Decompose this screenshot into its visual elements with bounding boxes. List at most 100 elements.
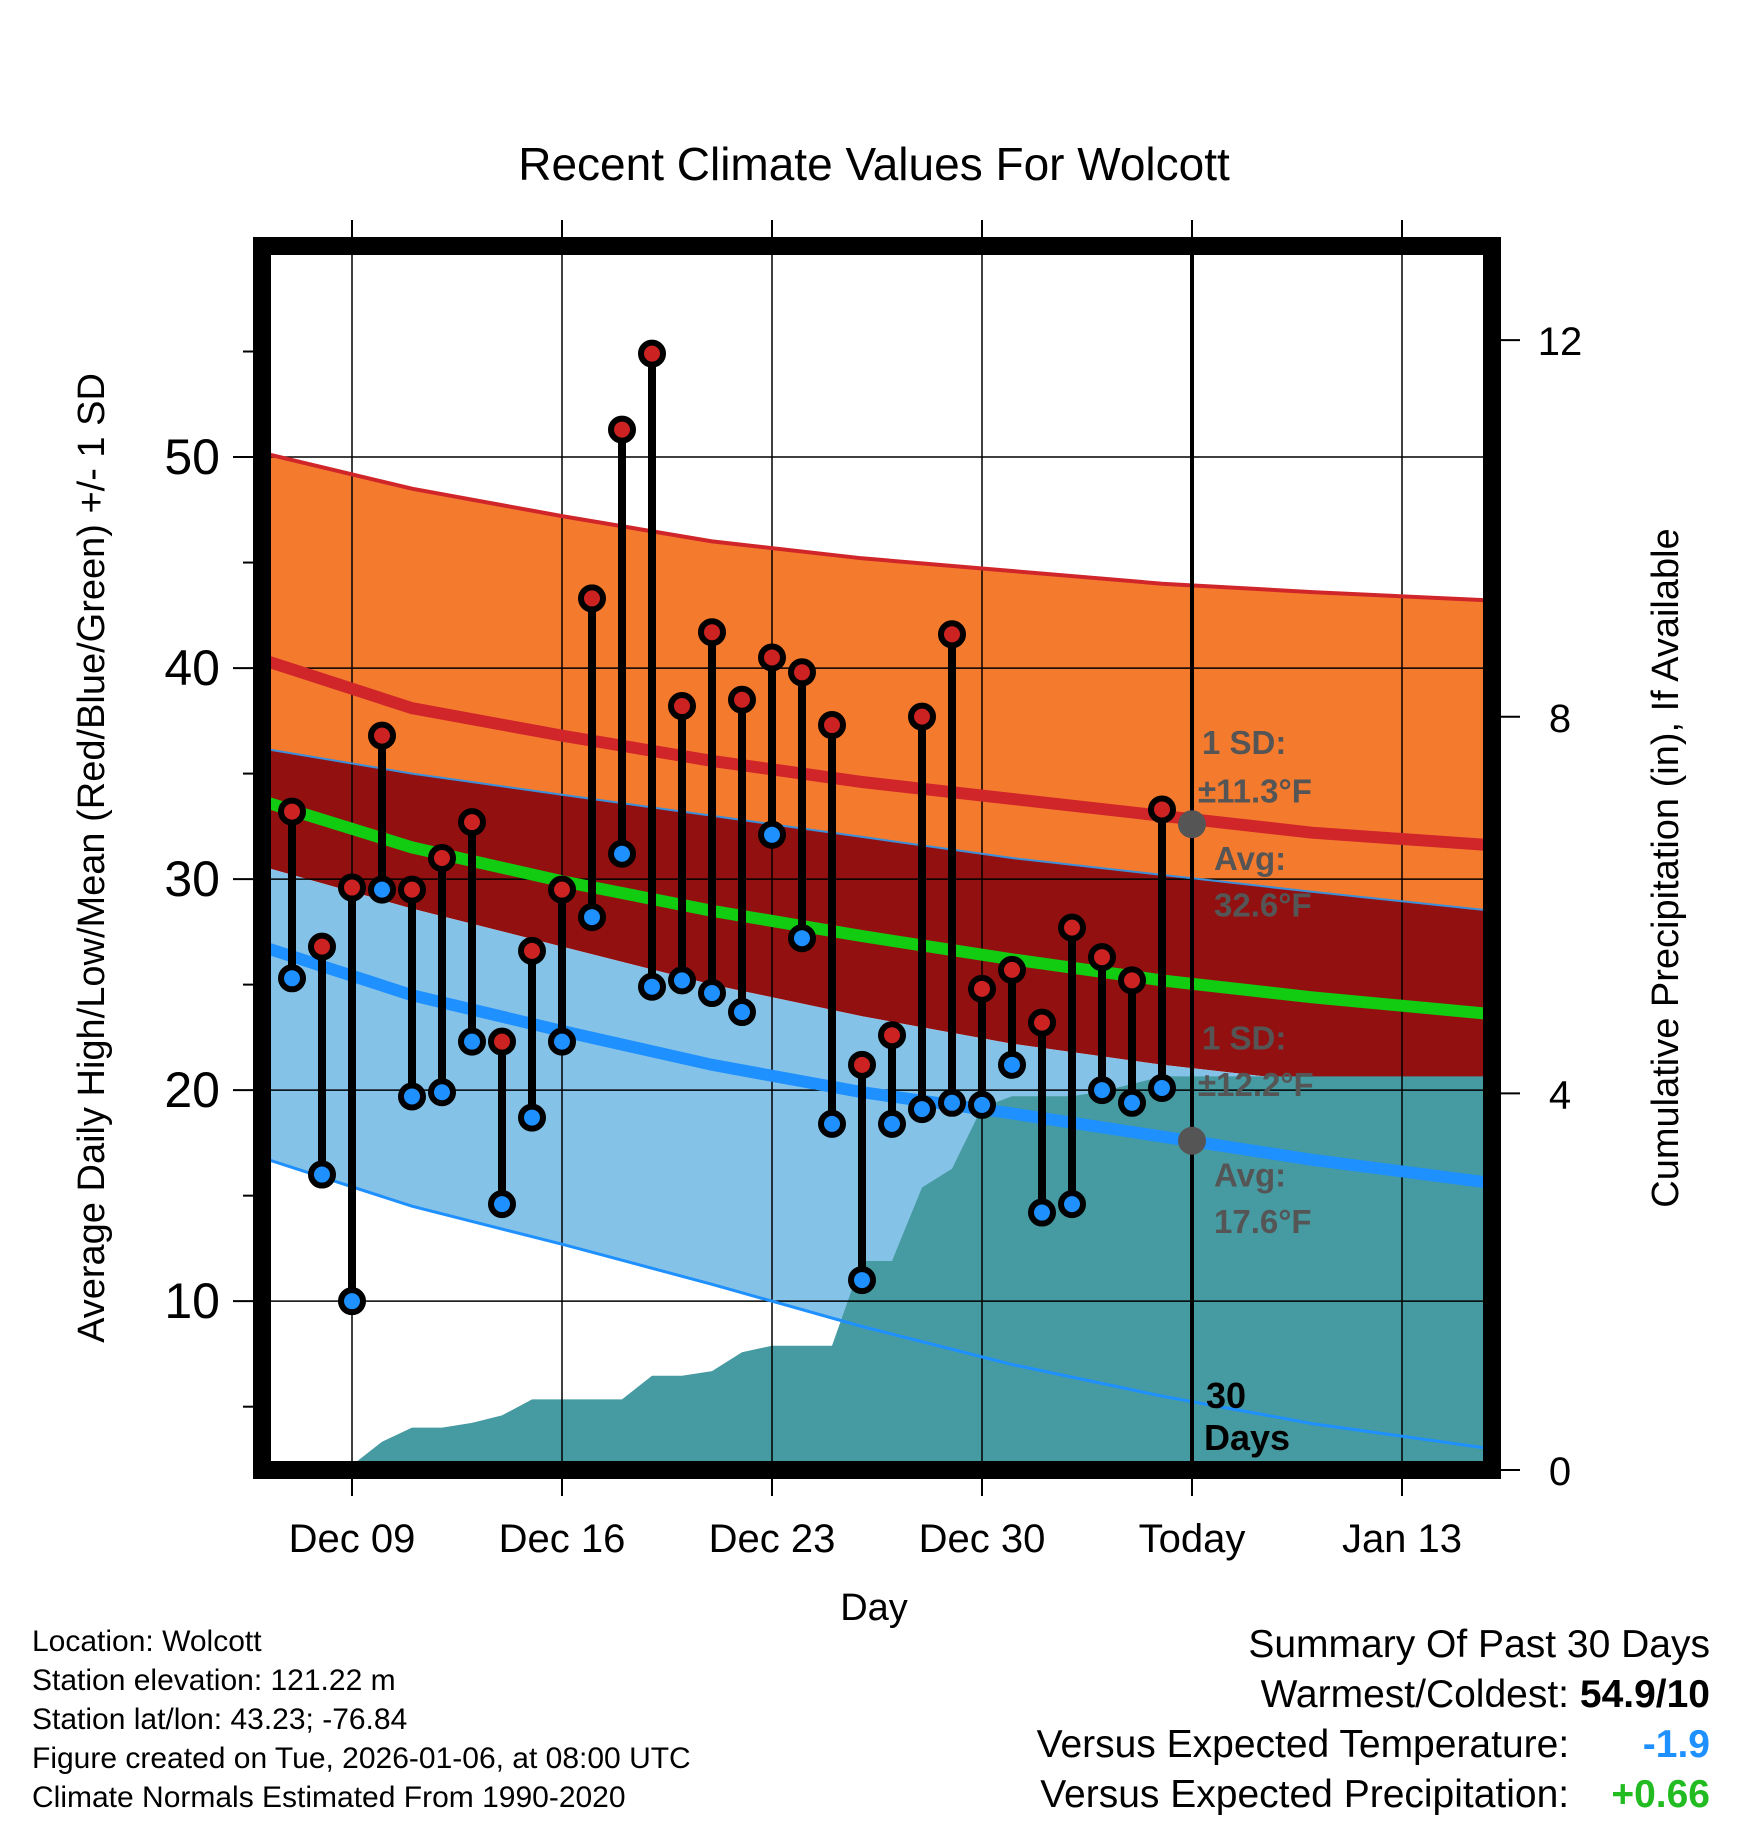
y-axis-left: 10 20 30 40 50 [164, 350, 253, 1408]
location-text: Location: Wolcott [32, 1625, 262, 1658]
mean-upper-line [262, 747, 1492, 912]
low-point [758, 820, 786, 849]
high-sd-band [262, 452, 1492, 911]
high-point [1028, 1008, 1056, 1037]
high-point [998, 955, 1026, 984]
high-point [608, 415, 636, 444]
x-tick-label: Dec 30 [919, 1517, 1046, 1561]
high-sd-label: 1 SD: [1202, 724, 1286, 761]
temp-value: -1.9 [1642, 1723, 1710, 1766]
warmest-label: Warmest/Coldest: [1260, 1673, 1570, 1716]
y-tick-label-left: 30 [164, 851, 220, 907]
high-point [698, 618, 726, 647]
grid-lines [262, 246, 1492, 1470]
today-low-avg-marker [1178, 1126, 1206, 1155]
y-tick-label-right: 12 [1538, 320, 1583, 364]
warmest-value: 54.9/10 [1579, 1673, 1710, 1716]
high-sd-value: ±11.3°F [1198, 772, 1312, 809]
summary-precip-row: Versus Expected Precipitation: +0.66 [1037, 1770, 1710, 1820]
low-point [998, 1050, 1026, 1079]
low-point [818, 1109, 846, 1138]
low-point [1148, 1074, 1176, 1103]
high-avg-value: 32.6°F [1214, 886, 1312, 923]
chart-title: Recent Climate Values For Wolcott [518, 138, 1230, 190]
y-axis-right-label: Cumulative Precipitation (in), If Availa… [1645, 528, 1687, 1207]
low-point [878, 1109, 906, 1138]
low-point [608, 839, 636, 868]
high-point [368, 721, 396, 750]
x-axis-label: Day [840, 1587, 908, 1629]
x-tick-label: Jan 13 [1342, 1517, 1462, 1561]
low-point [938, 1088, 966, 1117]
low-point [788, 924, 816, 953]
x-tick-label: Today [1139, 1517, 1246, 1561]
low-point [488, 1190, 516, 1219]
precip-value: +0.66 [1611, 1773, 1710, 1816]
y-tick-label-left: 20 [164, 1062, 220, 1118]
high-point [1058, 913, 1086, 942]
high-point [1118, 966, 1146, 995]
high-point [938, 620, 966, 649]
low-point [458, 1027, 486, 1056]
low-point [1118, 1088, 1146, 1117]
high-point [1088, 943, 1116, 972]
low-point [278, 964, 306, 993]
low-sd-value: ±12.2°F [1198, 1066, 1314, 1103]
low-avg-label: Avg: [1214, 1157, 1286, 1194]
low-point [578, 903, 606, 932]
days-word: Days [1204, 1417, 1290, 1458]
high-point [578, 584, 606, 613]
mean-sd-band [262, 748, 1492, 1091]
mean-avg-line [262, 795, 1492, 1021]
high-point [338, 873, 366, 902]
high-point [278, 797, 306, 826]
low-lower-line [262, 1156, 1492, 1451]
high-point [518, 936, 546, 965]
y-tick-label-left: 40 [164, 640, 220, 696]
y-axis-right: 0 4 8 12 [1501, 320, 1582, 1494]
days-count: 30 [1206, 1375, 1246, 1416]
low-sd-label: 1 SD: [1202, 1019, 1286, 1056]
high-avg-line [262, 653, 1492, 852]
created-text: Figure created on Tue, 2026-01-06, at 08… [32, 1742, 691, 1775]
high-point [728, 685, 756, 714]
high-point [488, 1027, 516, 1056]
station-info: Location: Wolcott Station elevation: 121… [32, 1622, 691, 1817]
high-point [848, 1050, 876, 1079]
plot-annotations: 1 SD: ±11.3°F Avg: 32.6°F 1 SD: ±12.2°F … [1178, 724, 1314, 1240]
low-point [428, 1078, 456, 1107]
low-point [398, 1082, 426, 1111]
daily-marks [278, 339, 1176, 1316]
x-axis: Dec 09 Dec 16 Dec 23 Dec 30 Today Jan 13 [289, 220, 1462, 1561]
low-point [1088, 1076, 1116, 1105]
low-point [1028, 1198, 1056, 1227]
y-tick-label-left: 50 [164, 429, 220, 485]
high-point [458, 808, 486, 837]
low-point [368, 875, 396, 904]
high-point [878, 1021, 906, 1050]
summary-warmest-row: Warmest/Coldest: 54.9/10 [1037, 1670, 1710, 1720]
high-point [308, 932, 336, 961]
x-tick-label: Dec 23 [709, 1517, 836, 1561]
low-point [728, 998, 756, 1027]
low-point [548, 1027, 576, 1056]
low-point [908, 1095, 936, 1124]
high-point [818, 711, 846, 740]
low-point [848, 1266, 876, 1295]
high-point [428, 844, 456, 872]
precip-label: Versus Expected Precipitation: [1040, 1773, 1570, 1816]
low-point [308, 1160, 336, 1189]
low-point [1058, 1190, 1086, 1219]
high-upper-line [262, 450, 1492, 603]
high-avg-label: Avg: [1214, 840, 1286, 877]
plot-frame [253, 237, 1501, 1479]
high-point [638, 339, 666, 368]
y-tick-label-left: 10 [164, 1273, 220, 1329]
summary-heading: Summary Of Past 30 Days [1248, 1623, 1710, 1666]
high-point [548, 875, 576, 904]
low-point [968, 1090, 996, 1119]
high-point [668, 692, 696, 721]
x-tick-label: Dec 16 [499, 1517, 626, 1561]
temp-label: Versus Expected Temperature: [1036, 1723, 1570, 1766]
